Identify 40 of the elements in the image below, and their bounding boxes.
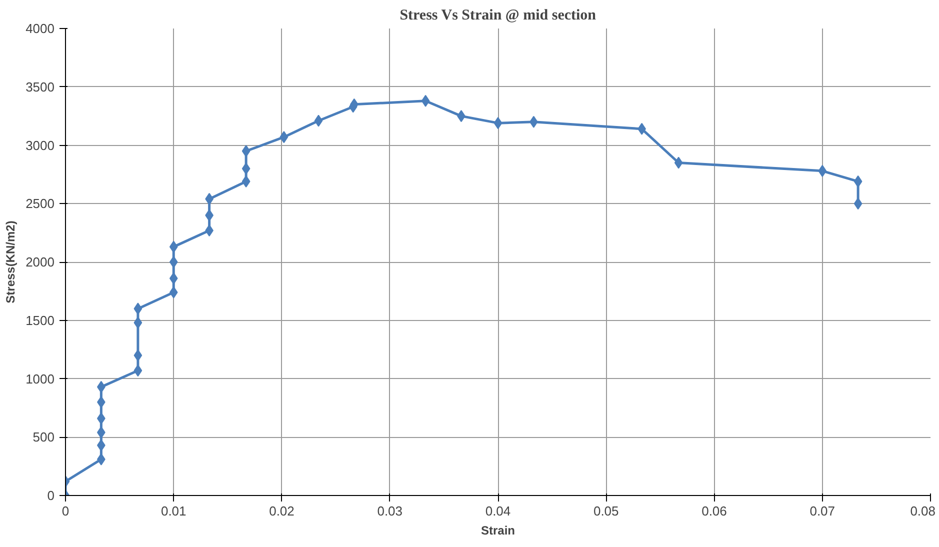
y-tick-label: 1000 (26, 371, 54, 386)
point (421, 94, 430, 107)
y-tick-label: 2500 (26, 196, 54, 212)
x-tick-label: 0.07 (810, 504, 836, 518)
y-tick-label: 2000 (26, 254, 54, 270)
point (242, 162, 250, 175)
x-tick-label: 0.02 (269, 504, 294, 518)
point (169, 256, 178, 268)
y-axis-title: Stress(KN/m2) (4, 220, 18, 304)
y-tick-label: 0 (47, 488, 55, 503)
x-tick-label: 0.06 (702, 504, 727, 518)
point (134, 349, 142, 362)
y-tick-label: 3500 (26, 79, 54, 94)
y-tick-label: 500 (32, 430, 55, 445)
point (314, 114, 323, 127)
point (134, 302, 142, 315)
point (134, 316, 142, 329)
point (242, 145, 250, 158)
point (854, 198, 862, 210)
point (242, 175, 250, 188)
point (169, 286, 178, 298)
y-tick-label: 3000 (26, 138, 54, 153)
x-tick-label: 0.08 (910, 504, 936, 518)
point (818, 164, 827, 177)
x-axis-title: Strain (480, 524, 516, 538)
x-tick-label: 0.04 (485, 504, 511, 518)
point (494, 117, 502, 130)
x-tick-label: 0.05 (593, 504, 619, 518)
point (169, 272, 178, 284)
y-tick-label: 1500 (26, 312, 54, 328)
point (169, 240, 178, 253)
point (134, 364, 142, 377)
point (854, 175, 862, 188)
x-tick-label: 0.01 (160, 504, 186, 518)
point (674, 156, 683, 169)
x-tick-label: 0.03 (377, 504, 403, 518)
y-tick-label: 4000 (26, 21, 54, 36)
chart-title: Stress Vs Strain @ mid section (400, 8, 597, 24)
x-tick-label: 0 (62, 504, 70, 518)
point (280, 131, 288, 144)
